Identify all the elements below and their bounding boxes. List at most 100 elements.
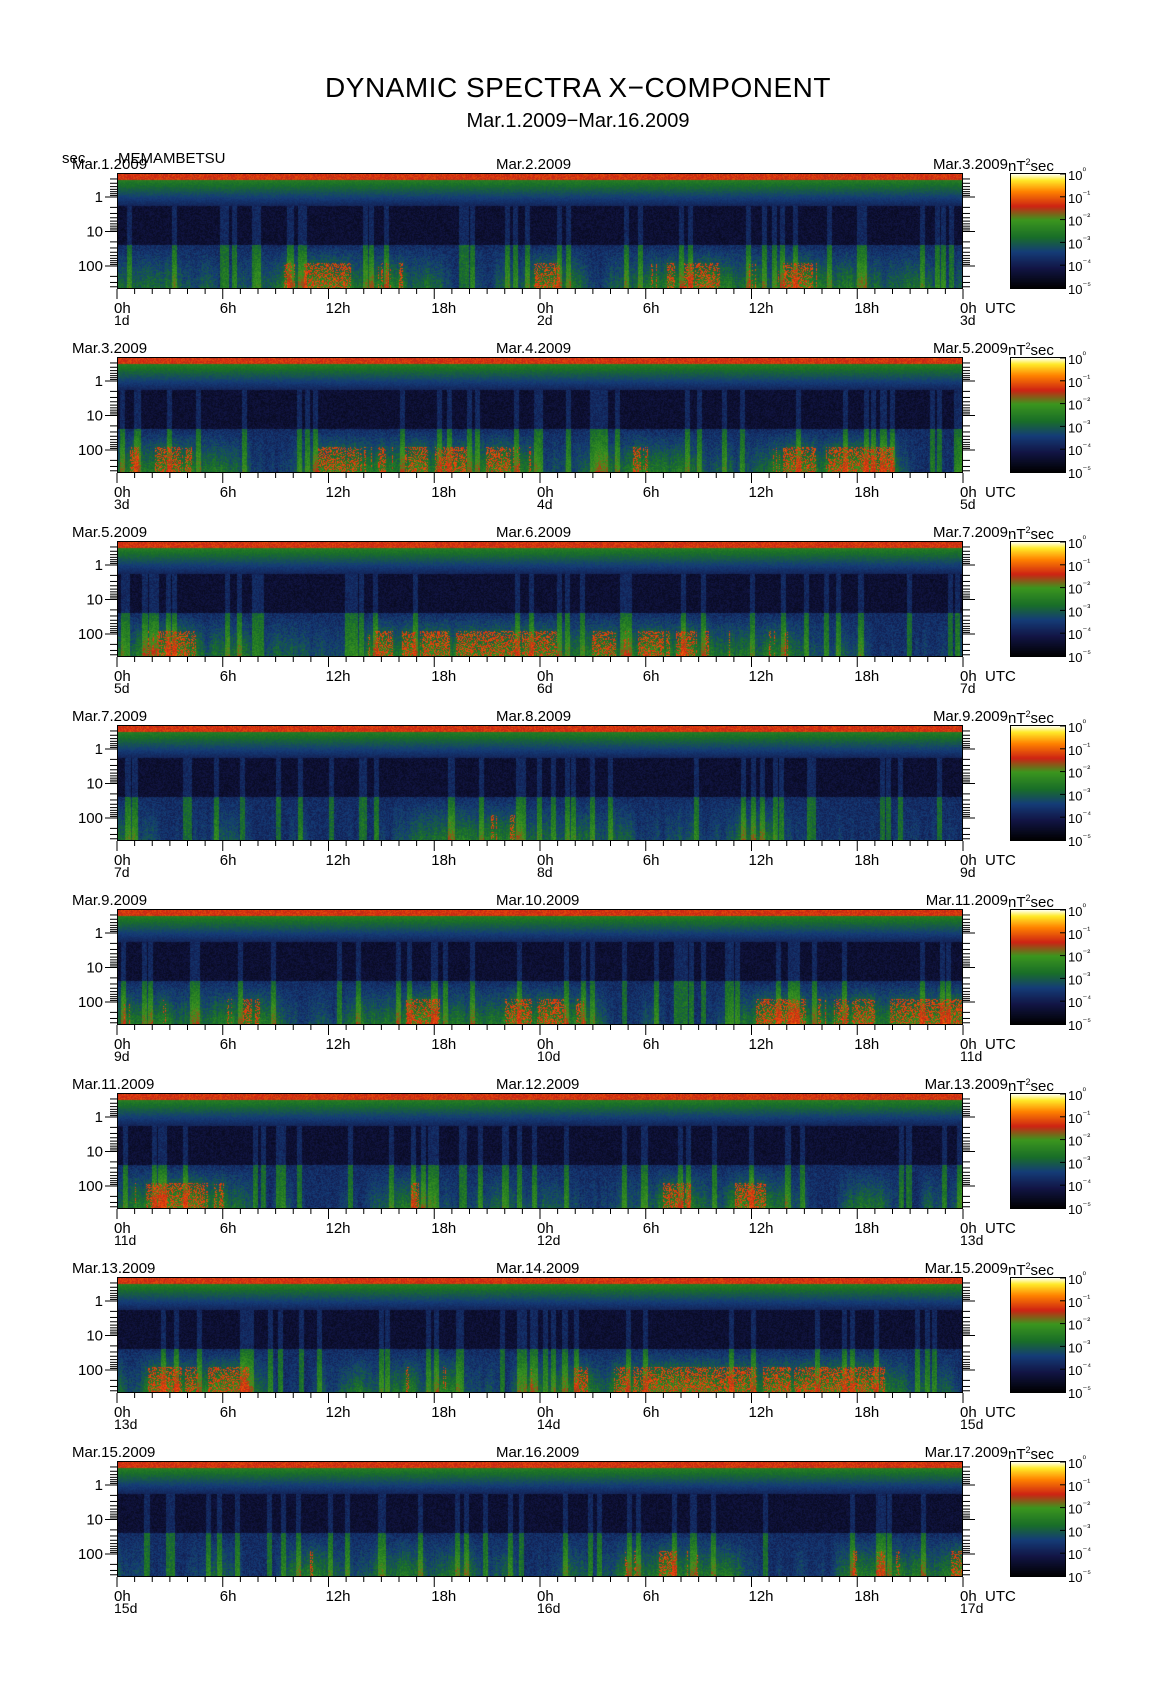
x-tick-label: 6h bbox=[643, 1404, 660, 1421]
panel-axes: 1 10 100 0h 6h 12h 18h 0h 6h 12h 18h 0h UTC 9d 10d 11d 1… bbox=[78, 902, 1091, 1064]
panel-mid-date: Mar.8.2009 bbox=[496, 708, 572, 725]
day-label-mid: 8d bbox=[537, 864, 553, 880]
colorbar-tick-label: 10⁻⁵ bbox=[1068, 832, 1091, 849]
x-tick-label: 0h bbox=[114, 1036, 131, 1053]
x-tick-label: 12h bbox=[326, 1404, 351, 1421]
x-tick-label: 0h bbox=[960, 300, 977, 317]
day-label-end: 15d bbox=[960, 1416, 983, 1432]
spectra-panel: Mar.5.2009 Mar.6.2009 Mar.7.2009 nT2sec 1 10 1… bbox=[0, 525, 1156, 709]
x-axis-unit: UTC bbox=[985, 300, 1016, 317]
y-tick-label: 1 bbox=[95, 189, 103, 206]
x-tick-label: 0h bbox=[537, 852, 554, 869]
x-tick-label: 6h bbox=[643, 1588, 660, 1605]
x-tick-label: 12h bbox=[326, 300, 351, 317]
y-tick-label: 1 bbox=[95, 1477, 103, 1494]
x-tick-label: 0h bbox=[537, 668, 554, 685]
y-tick-label: 1 bbox=[95, 373, 103, 390]
x-tick-label: 0h bbox=[960, 484, 977, 501]
x-tick-label: 0h bbox=[960, 1220, 977, 1237]
x-tick-label: 12h bbox=[749, 1220, 774, 1237]
station-name: MEMAMBETSU bbox=[118, 150, 226, 167]
y-tick-label: 10 bbox=[86, 776, 103, 793]
colorbar-tick-label: 10⁻¹ bbox=[1068, 925, 1090, 942]
y-tick-label: 100 bbox=[78, 1362, 103, 1379]
spectra-panel: Mar.1.2009 Mar.2.2009 Mar.3.2009 nT2sec 1 10 1… bbox=[0, 157, 1156, 341]
panel-mid-date: Mar.6.2009 bbox=[496, 524, 572, 541]
colorbar-tick-label: 10⁻⁴ bbox=[1068, 809, 1091, 826]
day-label-end: 13d bbox=[960, 1232, 983, 1248]
x-axis-unit: UTC bbox=[985, 1404, 1016, 1421]
colorbar-unit: nT2sec bbox=[1008, 1077, 1054, 1095]
x-tick-label: 12h bbox=[326, 1036, 351, 1053]
panel-start-date: Mar.11.2009 bbox=[72, 1076, 155, 1093]
y-tick-label: 100 bbox=[78, 1178, 103, 1195]
colorbar-tick-label: 10⁻³ bbox=[1068, 1522, 1090, 1539]
x-tick-label: 6h bbox=[643, 668, 660, 685]
x-tick-label: 0h bbox=[537, 1588, 554, 1605]
x-tick-label: 0h bbox=[537, 1404, 554, 1421]
day-label-mid: 16d bbox=[537, 1600, 560, 1616]
colorbar-tick-label: 10⁻⁵ bbox=[1068, 1016, 1091, 1033]
day-label-end: 3d bbox=[960, 312, 976, 328]
y-tick-label: 1 bbox=[95, 925, 103, 942]
colorbar-unit: nT2sec bbox=[1008, 525, 1054, 543]
x-tick-label: 12h bbox=[749, 1404, 774, 1421]
colorbar-tick-label: 10⁻² bbox=[1068, 764, 1090, 781]
x-tick-label: 12h bbox=[749, 852, 774, 869]
colorbar-tick-label: 10⁻¹ bbox=[1068, 1293, 1090, 1310]
spectrogram bbox=[117, 1093, 963, 1209]
panel-mid-date: Mar.14.2009 bbox=[496, 1260, 580, 1277]
x-tick-label: 18h bbox=[854, 484, 879, 501]
x-tick-label: 0h bbox=[960, 852, 977, 869]
colorbar-tick-label: 10⁻² bbox=[1068, 1132, 1090, 1149]
y-tick-label: 10 bbox=[86, 224, 103, 241]
colorbar-tick-label: 10⁻⁵ bbox=[1068, 280, 1091, 297]
colorbar-tick-label: 10⁰ bbox=[1068, 902, 1086, 919]
day-label-mid: 10d bbox=[537, 1048, 560, 1064]
x-tick-label: 18h bbox=[854, 1220, 879, 1237]
x-tick-label: 18h bbox=[431, 1036, 456, 1053]
day-label-start: 9d bbox=[114, 1048, 130, 1064]
spectrogram bbox=[117, 725, 963, 841]
panel-axes: 1 10 100 0h 6h 12h 18h 0h 6h 12h 18h 0h UTC 5d 6d 7d 10⁰… bbox=[78, 534, 1091, 696]
spectra-panel: Mar.7.2009 Mar.8.2009 Mar.9.2009 nT2sec 1 10 1… bbox=[0, 709, 1156, 893]
panel-axes: 1 10 100 0h 6h 12h 18h 0h 6h 12h 18h 0h UTC 3d 4d 5d 10⁰… bbox=[78, 350, 1091, 512]
y-tick-label: 1 bbox=[95, 1293, 103, 1310]
colorbar-tick-label: 10⁻² bbox=[1068, 396, 1090, 413]
x-tick-label: 12h bbox=[326, 1588, 351, 1605]
colorbar-tick-label: 10⁻¹ bbox=[1068, 1109, 1090, 1126]
x-tick-label: 6h bbox=[220, 852, 237, 869]
x-tick-label: 6h bbox=[220, 668, 237, 685]
x-tick-label: 0h bbox=[960, 1036, 977, 1053]
chart-subtitle: Mar.1.2009−Mar.16.2009 bbox=[466, 110, 690, 132]
y-tick-label: 100 bbox=[78, 442, 103, 459]
colorbar-tick-label: 10⁻¹ bbox=[1068, 557, 1090, 574]
x-axis-unit: UTC bbox=[985, 484, 1016, 501]
spectrogram bbox=[117, 541, 963, 657]
colorbar-tick-label: 10⁻⁴ bbox=[1068, 1545, 1091, 1562]
colorbar-tick-label: 10⁰ bbox=[1068, 166, 1086, 183]
x-tick-label: 12h bbox=[326, 668, 351, 685]
x-tick-label: 6h bbox=[643, 484, 660, 501]
day-label-end: 11d bbox=[960, 1048, 982, 1064]
spectrogram bbox=[117, 173, 963, 289]
colorbar bbox=[1010, 909, 1066, 1025]
x-tick-label: 18h bbox=[431, 1220, 456, 1237]
x-tick-label: 0h bbox=[960, 1588, 977, 1605]
x-tick-label: 18h bbox=[431, 668, 456, 685]
x-axis-unit: UTC bbox=[985, 668, 1016, 685]
panel-end-date: Mar.11.2009 bbox=[925, 892, 1008, 909]
panel-end-date: Mar.5.2009 bbox=[932, 340, 1008, 357]
x-tick-label: 6h bbox=[220, 1220, 237, 1237]
day-label-end: 9d bbox=[960, 864, 976, 880]
colorbar bbox=[1010, 725, 1066, 841]
day-label-mid: 2d bbox=[537, 312, 553, 328]
colorbar-tick-label: 10⁻⁵ bbox=[1068, 1384, 1091, 1401]
x-tick-label: 6h bbox=[220, 1036, 237, 1053]
panel-end-date: Mar.15.2009 bbox=[924, 1260, 1008, 1277]
y-tick-label: 1 bbox=[95, 741, 103, 758]
x-tick-label: 6h bbox=[220, 1404, 237, 1421]
x-tick-label: 12h bbox=[326, 1220, 351, 1237]
colorbar-unit: nT2sec bbox=[1008, 893, 1054, 911]
spectrogram bbox=[117, 357, 963, 473]
